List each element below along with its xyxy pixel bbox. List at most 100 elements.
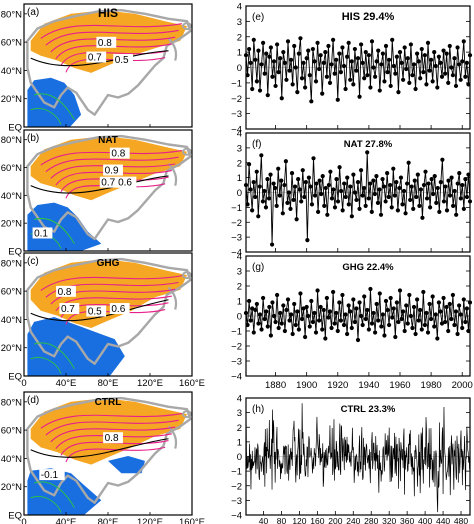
coastline xyxy=(26,396,192,504)
data-point xyxy=(390,315,395,320)
data-point xyxy=(304,56,309,61)
data-point xyxy=(245,202,250,207)
data-point xyxy=(248,60,253,65)
data-point xyxy=(423,169,428,174)
y-tick-label: −4 xyxy=(231,248,242,259)
lon-label: 80°E xyxy=(98,517,119,524)
data-point xyxy=(464,60,469,65)
data-point xyxy=(433,312,438,317)
data-point xyxy=(320,174,325,179)
data-point xyxy=(412,178,417,183)
data-point xyxy=(371,178,376,183)
data-point xyxy=(259,153,264,158)
data-point xyxy=(365,307,370,313)
coastline-island xyxy=(181,271,192,280)
data-point xyxy=(325,212,330,217)
data-point xyxy=(290,331,295,337)
data-point xyxy=(380,177,385,182)
coastline-island xyxy=(181,147,192,156)
data-point xyxy=(316,209,321,214)
data-point xyxy=(257,88,263,93)
data-point xyxy=(264,51,269,56)
data-point xyxy=(275,292,280,298)
x-tick-label: 440 xyxy=(436,516,450,524)
data-point xyxy=(411,206,416,211)
data-point xyxy=(308,184,313,189)
y-tick-label: 1 xyxy=(237,48,242,59)
data-point xyxy=(345,175,350,180)
data-point xyxy=(282,60,287,65)
data-point xyxy=(414,194,419,200)
data-point xyxy=(432,174,437,179)
data-point xyxy=(334,57,339,62)
data-point xyxy=(332,321,337,326)
contour-label-bg xyxy=(86,305,107,317)
contour-label-bg xyxy=(103,432,123,444)
data-point xyxy=(453,83,459,89)
zero-contour-line xyxy=(30,175,169,194)
data-point xyxy=(360,60,365,65)
data-point xyxy=(313,79,319,84)
positive-contour-line xyxy=(40,275,183,291)
data-point xyxy=(250,86,255,92)
data-point xyxy=(383,43,389,49)
lon-label: 80°E xyxy=(98,378,119,389)
data-point xyxy=(314,181,319,186)
y-tick-label: −4 xyxy=(231,125,242,136)
lat-label: 20°N xyxy=(1,343,22,354)
data-point xyxy=(340,208,345,213)
data-point xyxy=(256,214,261,219)
y-tick-label: 2 xyxy=(237,32,242,43)
data-point xyxy=(320,327,325,332)
data-point xyxy=(369,209,374,214)
y-tick-label: 0 xyxy=(237,452,242,463)
y-tick-label: −1 xyxy=(231,467,242,478)
data-point xyxy=(248,187,253,192)
data-point xyxy=(402,45,407,50)
data-point xyxy=(363,203,368,208)
data-point xyxy=(405,56,410,61)
data-point xyxy=(305,238,310,243)
data-point xyxy=(337,51,342,56)
data-point xyxy=(329,196,335,201)
data-point xyxy=(309,202,315,207)
data-point xyxy=(296,177,301,182)
data-point xyxy=(288,206,293,211)
data-point xyxy=(397,185,402,191)
x-tick-label: 400 xyxy=(418,516,432,524)
data-point xyxy=(457,303,462,308)
data-point xyxy=(282,328,287,334)
data-point xyxy=(403,211,408,216)
data-point xyxy=(265,324,270,329)
data-point xyxy=(297,187,302,192)
data-point xyxy=(299,76,305,81)
data-point xyxy=(372,191,377,197)
data-point xyxy=(376,48,381,53)
data-point xyxy=(273,185,278,191)
y-tick-label: 3 xyxy=(237,17,242,28)
data-point xyxy=(417,203,422,208)
data-point xyxy=(467,53,473,58)
data-point xyxy=(438,179,443,185)
data-point xyxy=(306,313,311,319)
data-point xyxy=(323,50,328,55)
data-point xyxy=(401,77,406,82)
data-point xyxy=(276,70,281,75)
data-point xyxy=(385,70,390,75)
data-point xyxy=(424,82,429,87)
x-tick-label: 320 xyxy=(382,516,396,524)
data-point xyxy=(390,37,395,42)
data-point xyxy=(374,59,379,64)
data-point xyxy=(267,54,272,59)
data-point xyxy=(349,214,354,219)
y-tick-label: 2 xyxy=(237,423,242,434)
data-point xyxy=(354,197,359,203)
data-point xyxy=(289,312,294,317)
data-point xyxy=(304,304,309,310)
data-point xyxy=(453,309,459,314)
negative-correlation-region xyxy=(27,77,82,127)
data-point xyxy=(281,303,286,308)
data-point xyxy=(243,53,249,58)
data-point xyxy=(366,53,371,58)
data-point xyxy=(306,175,311,180)
